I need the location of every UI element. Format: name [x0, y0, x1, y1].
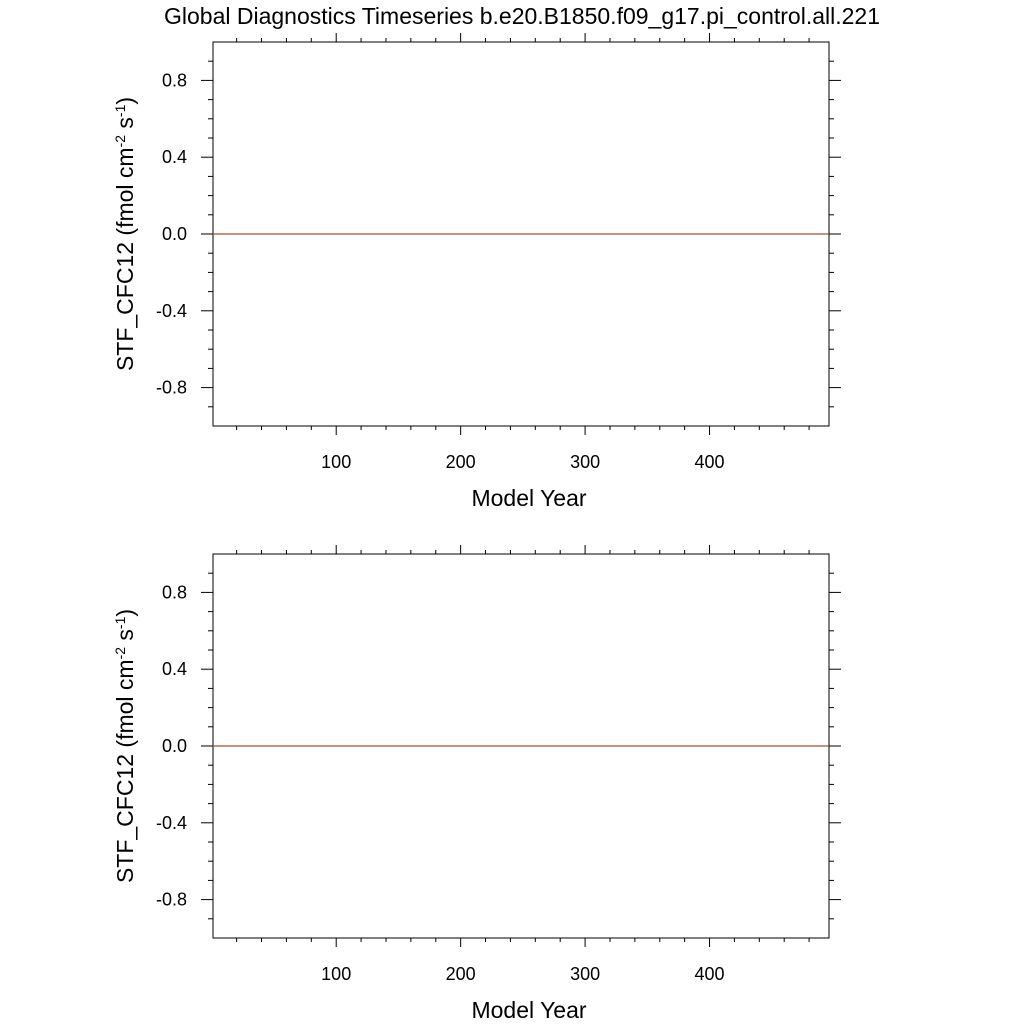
- y-axis-title-superscript: -2: [112, 647, 128, 660]
- x-tick-label: 400: [695, 452, 725, 472]
- y-axis-title-part: STF_CFC12 (fmol cm: [112, 147, 138, 371]
- y-axis-title-part: s: [112, 117, 138, 135]
- x-tick-label: 100: [321, 964, 351, 984]
- y-tick-label: -0.8: [156, 378, 187, 398]
- y-tick-label: -0.8: [156, 890, 187, 910]
- y-tick-label: -0.4: [156, 301, 187, 321]
- x-tick-label: 200: [446, 452, 476, 472]
- y-tick-label: 0.4: [162, 659, 187, 679]
- y-axis-title-superscript: -2: [112, 135, 128, 148]
- chart-title: Global Diagnostics Timeseries b.e20.B185…: [164, 3, 880, 29]
- y-axis-title: STF_CFC12 (fmol cm-2 s-1): [112, 609, 138, 883]
- x-axis-title: Model Year: [471, 997, 586, 1023]
- x-tick-label: 400: [695, 964, 725, 984]
- y-axis-title-part: STF_CFC12 (fmol cm: [112, 659, 138, 883]
- y-axis-title-superscript: -1: [112, 616, 128, 629]
- top-panel: 100 200 300 400 -0.8 -0.4 0.0 0.4 0.8 Model Year S…: [112, 33, 841, 511]
- y-tick-label: 0.0: [162, 224, 187, 244]
- y-tick-label: 0.8: [162, 70, 187, 90]
- bottom-panel: 100 200 300 400 -0.8 -0.4 0.0 0.4 0.8 Model Year S…: [112, 545, 841, 1023]
- y-axis-title: STF_CFC12 (fmol cm-2 s-1): [112, 97, 138, 371]
- x-axis-title: Model Year: [471, 485, 586, 511]
- y-tick-label: -0.4: [156, 813, 187, 833]
- y-tick-label: 0.4: [162, 147, 187, 167]
- y-tick-label: 0.0: [162, 736, 187, 756]
- x-tick-label: 300: [570, 452, 600, 472]
- x-tick-label: 300: [570, 964, 600, 984]
- y-axis-title-part: ): [112, 97, 138, 105]
- x-tick-label: 100: [321, 452, 351, 472]
- x-tick-label: 200: [446, 964, 476, 984]
- y-axis-title-superscript: -1: [112, 104, 128, 117]
- y-axis-title-part: s: [112, 629, 138, 647]
- y-tick-label: 0.8: [162, 582, 187, 602]
- y-axis-title-part: ): [112, 609, 138, 617]
